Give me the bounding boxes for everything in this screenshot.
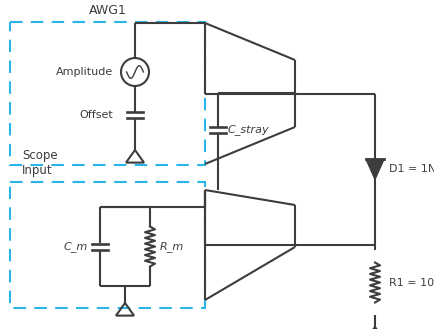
- Bar: [10, 22, 204, 165]
- Polygon shape: [365, 159, 383, 179]
- Text: Scope
Input: Scope Input: [22, 149, 57, 177]
- Bar: [10, 182, 204, 308]
- Text: R_m: R_m: [160, 241, 184, 252]
- Text: R1 = 10 kΩ: R1 = 10 kΩ: [388, 277, 434, 288]
- Text: C_stray: C_stray: [227, 125, 269, 136]
- Text: C_m: C_m: [64, 241, 88, 252]
- Text: D1 = 1N4001: D1 = 1N4001: [388, 164, 434, 174]
- Text: AWG1: AWG1: [89, 4, 126, 17]
- Text: Amplitude: Amplitude: [56, 67, 113, 77]
- Text: Offset: Offset: [79, 110, 113, 120]
